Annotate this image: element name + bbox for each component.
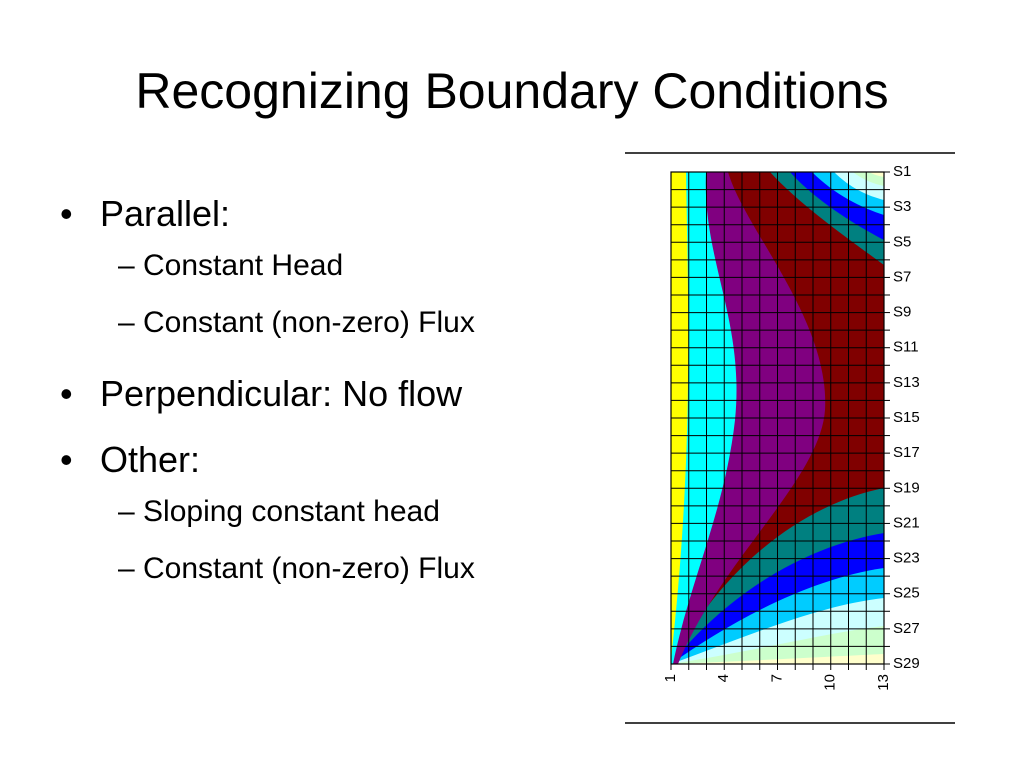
- bullet-marker: •: [60, 193, 73, 234]
- y-label: S11: [893, 339, 919, 356]
- y-label: S17: [893, 444, 920, 461]
- y-label: S13: [893, 374, 920, 391]
- x-label: 4: [715, 674, 732, 682]
- y-label: S25: [893, 585, 920, 602]
- y-label: S27: [893, 620, 920, 637]
- y-label: S15: [893, 409, 920, 426]
- y-label: S1: [893, 163, 911, 180]
- y-label: S3: [893, 198, 911, 215]
- sub-bullet: – Constant (non-zero) Flux: [118, 552, 475, 585]
- y-label: S19: [893, 479, 920, 496]
- x-label: 1: [662, 674, 679, 682]
- bullet: Parallel:: [100, 193, 231, 234]
- x-label: 7: [768, 674, 785, 682]
- slide-title: Recognizing Boundary Conditions: [135, 63, 889, 119]
- band: [853, 172, 884, 186]
- plot-frame: [670, 171, 885, 665]
- x-label: 10: [822, 674, 839, 691]
- sub-bullet: – Sloping constant head: [118, 495, 440, 528]
- y-label: S5: [893, 233, 911, 250]
- y-label: S29: [893, 655, 920, 672]
- y-label: S9: [893, 304, 911, 321]
- y-label: S7: [893, 268, 911, 285]
- y-label: S21: [893, 514, 920, 531]
- y-label: S23: [893, 550, 920, 567]
- bullet-marker: •: [60, 439, 73, 480]
- grid: [670, 171, 890, 670]
- sub-bullet: – Constant Head: [118, 249, 344, 282]
- bullet: Perpendicular: No flow: [100, 373, 463, 414]
- bullet: Other:: [100, 439, 201, 480]
- band: [869, 172, 884, 177]
- bullet-marker: •: [60, 373, 73, 414]
- sub-bullet: – Constant (non-zero) Flux: [118, 306, 475, 339]
- x-label: 13: [875, 674, 892, 691]
